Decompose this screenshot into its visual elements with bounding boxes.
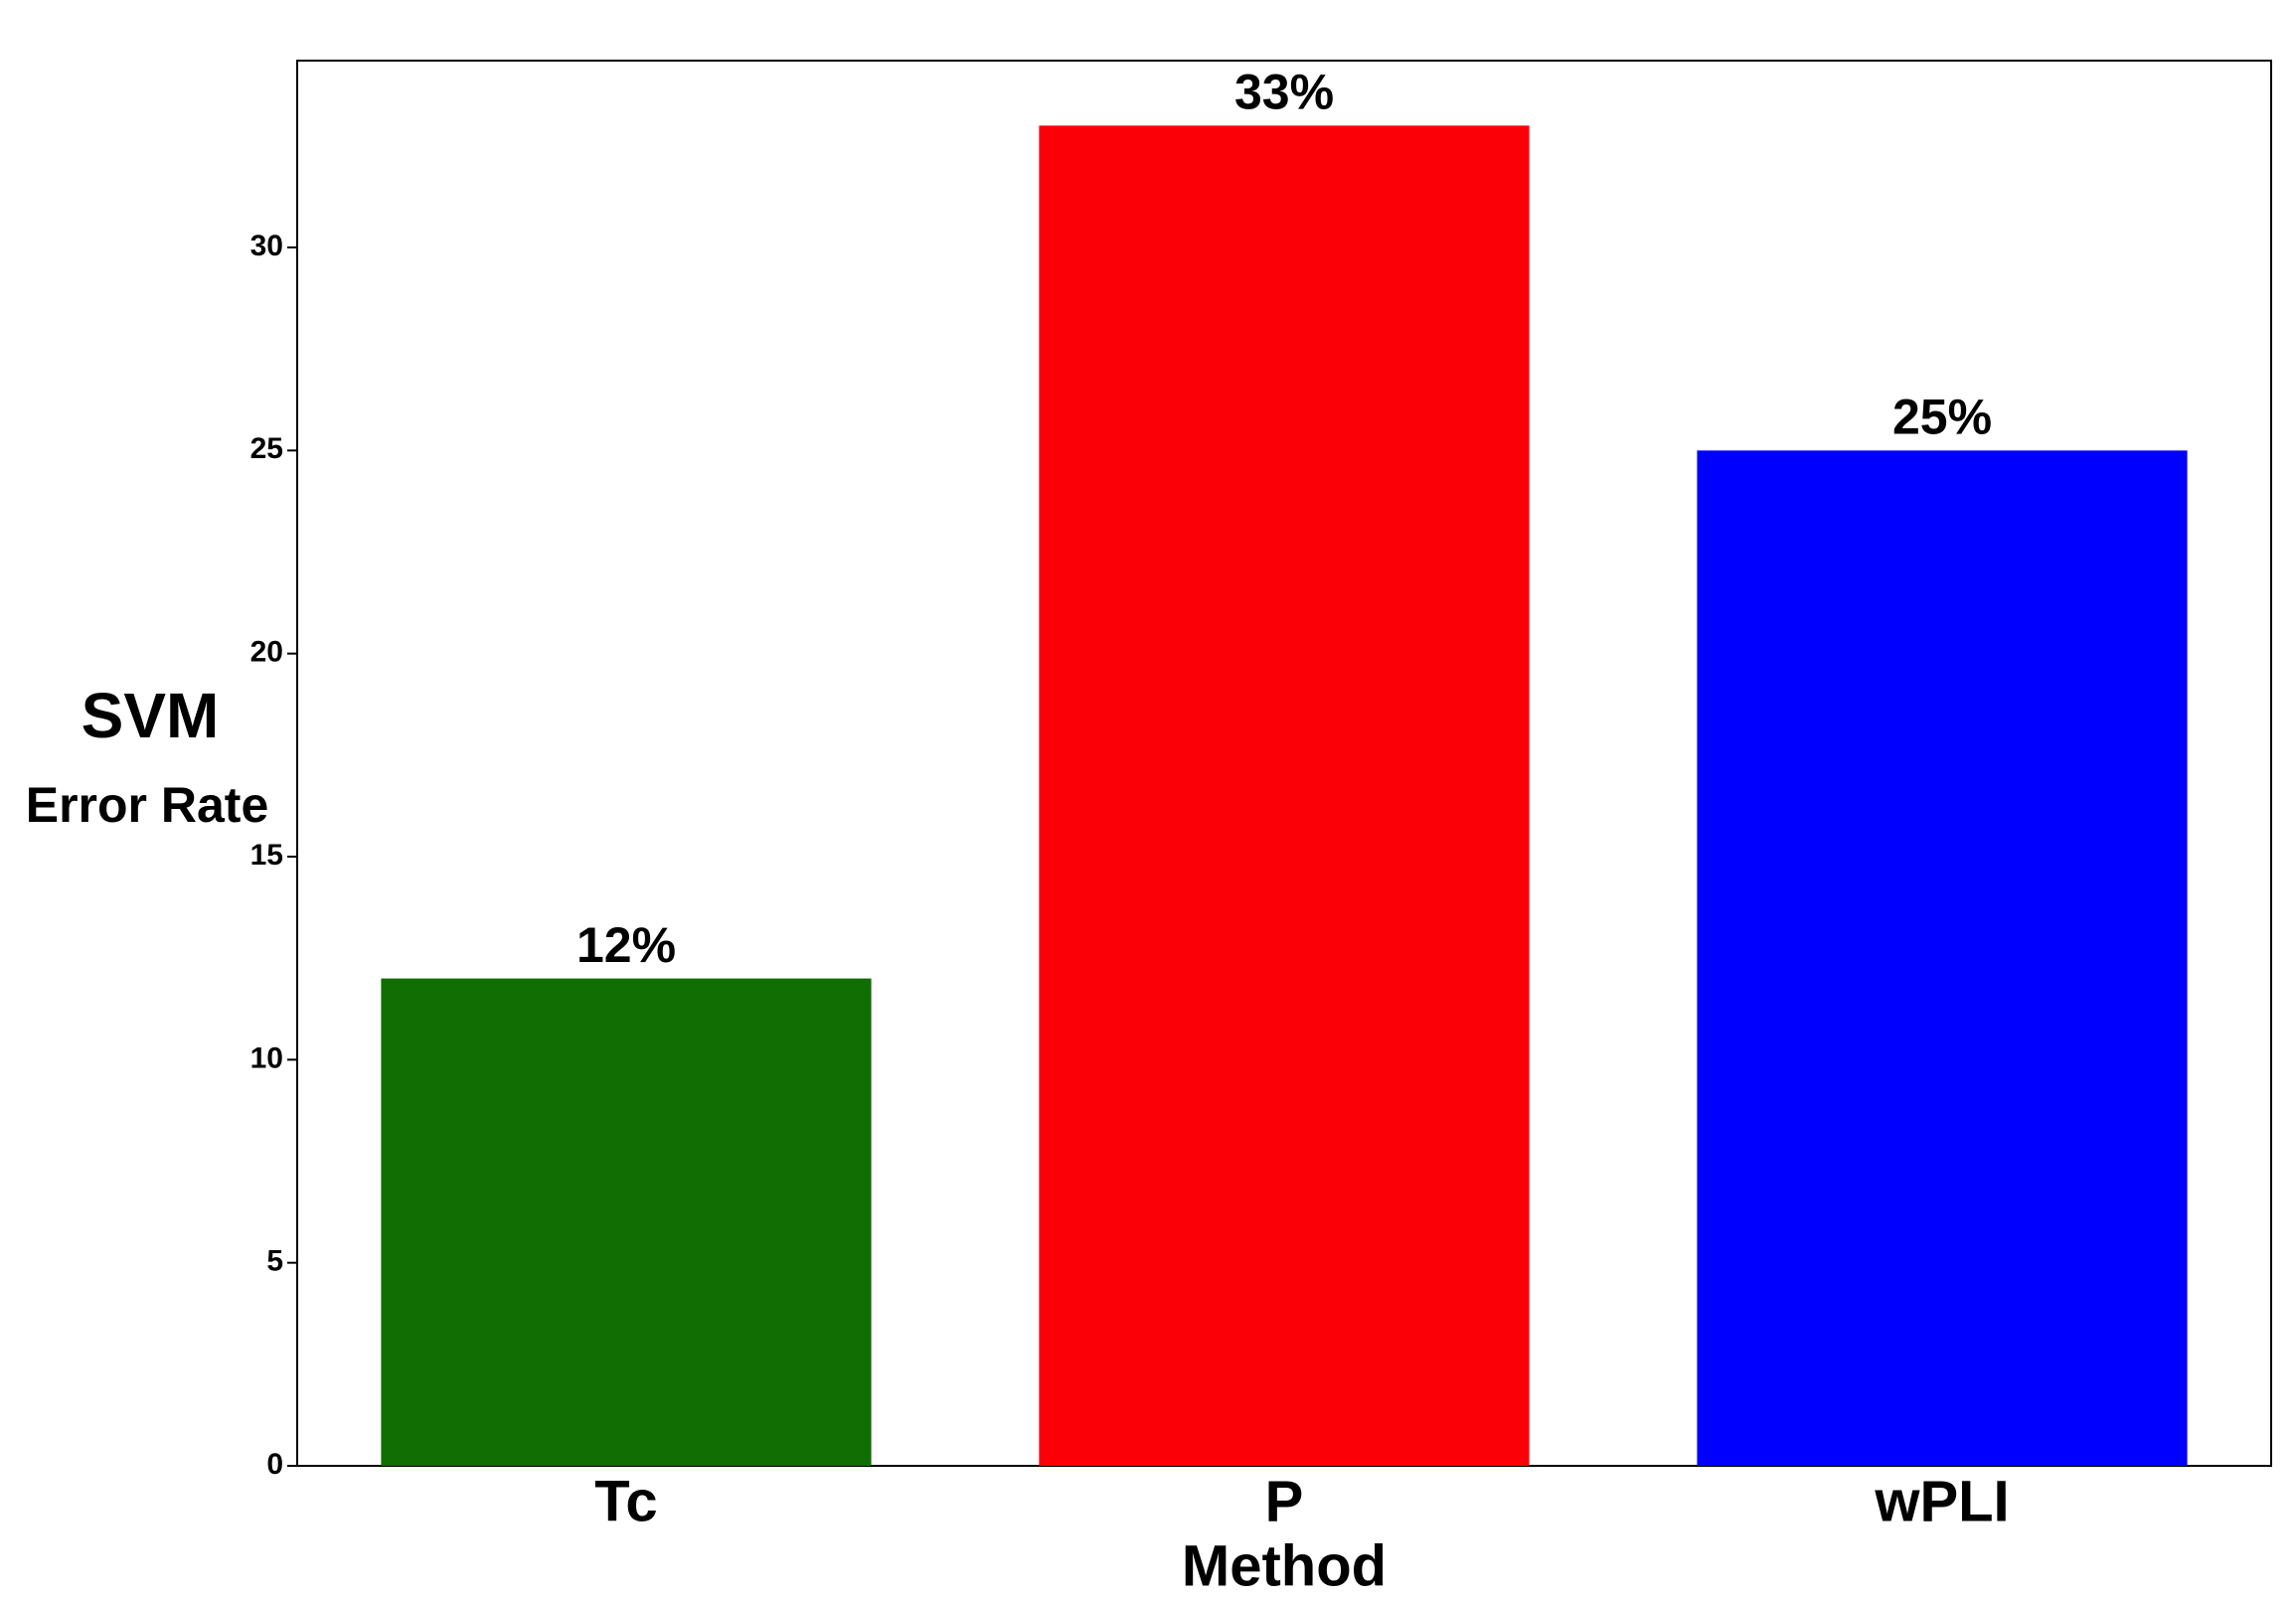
y-tick-label: 25 bbox=[250, 432, 283, 465]
y-tick-label: 30 bbox=[250, 230, 283, 262]
x-tick-label: wPLI bbox=[1874, 1469, 2009, 1533]
y-tick-label: 20 bbox=[250, 636, 283, 669]
value-label: 25% bbox=[1892, 390, 1992, 445]
y-axis-label: SVM bbox=[82, 680, 220, 751]
y-tick-label: 5 bbox=[266, 1245, 283, 1278]
y-tick-label: 10 bbox=[250, 1041, 283, 1074]
bar bbox=[381, 978, 872, 1466]
value-label: 33% bbox=[1234, 65, 1334, 120]
bar bbox=[1039, 125, 1530, 1466]
bar bbox=[1697, 450, 2188, 1466]
y-axis-label: Error Rate bbox=[26, 777, 269, 833]
x-tick-label: Tc bbox=[594, 1469, 657, 1533]
y-tick-label: 0 bbox=[266, 1448, 283, 1481]
x-axis-label: Method bbox=[1182, 1533, 1387, 1598]
value-label: 12% bbox=[576, 917, 676, 973]
y-tick-label: 15 bbox=[250, 839, 283, 872]
x-tick-label: P bbox=[1265, 1469, 1304, 1533]
